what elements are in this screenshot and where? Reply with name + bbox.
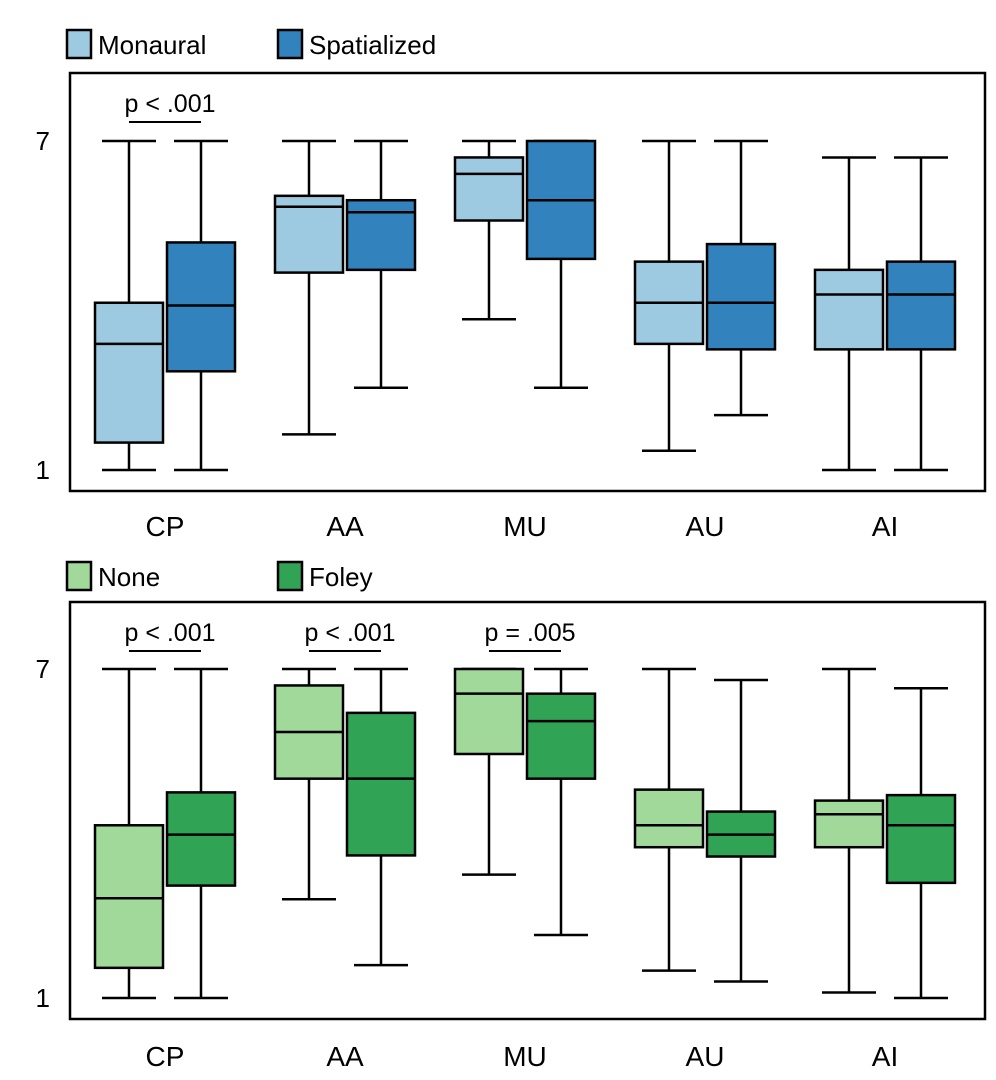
iqr-box (93, 301, 165, 444)
box-spatialized-ai (885, 156, 957, 472)
iqr-box (273, 194, 345, 274)
box-none-ai (813, 667, 885, 994)
box-spatialized-au (705, 139, 777, 417)
iqr-box (633, 788, 705, 849)
y-tick-label: 7 (36, 654, 50, 684)
box-none-mu (453, 667, 525, 876)
iqr-box (813, 799, 885, 849)
x-tick-label: AA (326, 1041, 364, 1072)
x-tick-label: CP (146, 1041, 185, 1072)
box-monaural-ai (813, 156, 885, 472)
box-spatialized-aa (345, 139, 417, 389)
legend-swatch (276, 28, 304, 60)
legend-label: Spatialized (309, 30, 436, 60)
box-foley-aa (345, 667, 417, 967)
x-tick-label: AI (872, 511, 898, 542)
box-foley-cp (165, 667, 237, 1000)
iqr-box (453, 156, 525, 222)
iqr-box (525, 692, 597, 780)
y-tick-label: 1 (36, 455, 50, 485)
legend-label: Foley (309, 562, 373, 592)
iqr-box (165, 791, 237, 887)
box-spatialized-cp (165, 139, 237, 472)
legend-swatch (65, 28, 93, 60)
iqr-box (93, 824, 165, 970)
box-none-aa (273, 667, 345, 901)
bottom-boxplot-panel: None Foley 7 1 CP AA MU AU AI p < .001 p < .001 p =… (36, 560, 987, 1072)
box-none-cp (93, 667, 165, 1000)
iqr-box (885, 793, 957, 885)
box-foley-ai (885, 686, 957, 1000)
iqr-box (813, 268, 885, 351)
x-tick-label: MU (503, 511, 547, 542)
plot-frame (68, 71, 987, 493)
x-tick-label: AU (686, 511, 725, 542)
x-tick-label: AU (686, 1041, 725, 1072)
legend-swatch (65, 560, 93, 592)
box-monaural-cp (93, 139, 165, 472)
iqr-box (165, 241, 237, 373)
iqr-box (705, 242, 777, 351)
box-none-au (633, 667, 705, 972)
significance-label: p < .001 (124, 90, 215, 118)
y-tick-label: 1 (36, 983, 50, 1013)
iqr-box (453, 667, 525, 756)
iqr-box (345, 198, 417, 272)
top-boxplot-panel: Monaural Spatialized 7 1 CP AA MU AU AI p < .001 (36, 28, 987, 542)
legend-label: Monaural (98, 30, 206, 60)
box-monaural-au (633, 139, 705, 453)
legend-label: None (98, 562, 160, 592)
box-foley-mu (525, 667, 597, 937)
x-tick-label: AI (872, 1041, 898, 1072)
iqr-box (885, 260, 957, 351)
legend-swatch (276, 560, 304, 592)
x-tick-label: CP (146, 511, 185, 542)
box-monaural-aa (273, 139, 345, 436)
significance-label: p = .005 (484, 619, 575, 647)
significance-label: p < .001 (304, 619, 395, 647)
y-tick-label: 7 (36, 126, 50, 156)
iqr-box (345, 711, 417, 857)
box-spatialized-mu (525, 139, 597, 389)
box-monaural-mu (453, 139, 525, 321)
plot-frame (68, 600, 987, 1021)
x-tick-label: AA (326, 511, 364, 542)
significance-label: p < .001 (124, 619, 215, 647)
box-foley-au (705, 678, 777, 983)
x-tick-label: MU (503, 1041, 547, 1072)
